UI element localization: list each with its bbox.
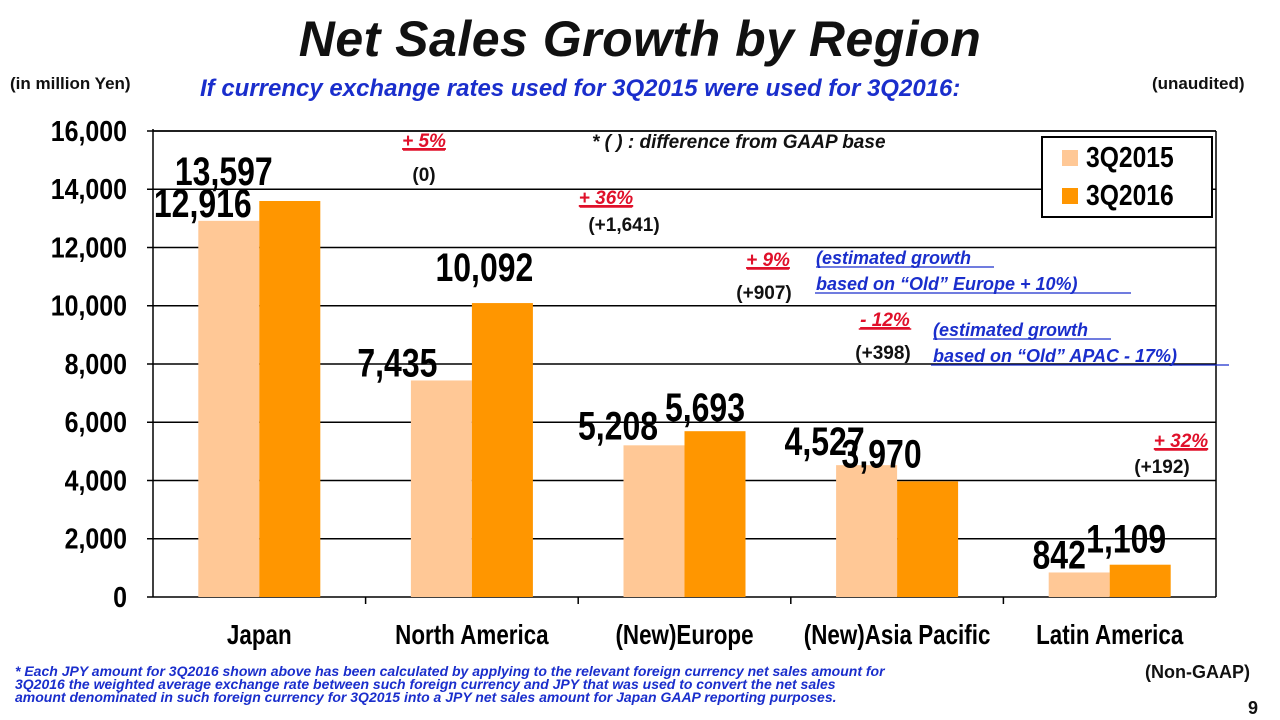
footnote-line-3: amount denominated in such foreign curre… [15,689,837,705]
y-tick-label: 0 [113,581,127,613]
y-tick-label: 16,000 [51,115,127,147]
growth-percent: - 12% [860,310,910,331]
data-label: 13,597 [175,149,273,194]
y-tick-label: 8,000 [65,348,127,380]
subtitle: If currency exchange rates used for 3Q20… [200,75,961,102]
growth-percent: + 36% [579,188,634,209]
non-gaap-note: (Non-GAAP) [1145,662,1250,682]
y-tick-label: 2,000 [65,523,127,555]
unaudited-note: (unaudited) [1152,74,1245,93]
legend-label: 3Q2016 [1086,179,1174,211]
data-label: 3,970 [842,431,922,476]
data-label: 5,693 [665,385,745,430]
growth-percent: + 5% [402,131,446,152]
category-label: (New)Europe [615,620,753,651]
growth-percent: + 32% [1154,431,1209,452]
category-label: (New)Asia Pacific [804,620,991,651]
footnote-line-2: 3Q2016 the weighted average exchange rat… [15,676,836,692]
bar-3Q2015 [836,465,898,597]
bar-3Q2015 [623,445,685,597]
data-label: 4,527 [785,419,865,464]
data-label: 842 [1033,532,1086,577]
category-label: North America [395,620,549,651]
bar-3Q2015 [198,220,260,597]
bar-3Q2016 [897,481,959,597]
data-label: 10,092 [435,245,533,290]
category-label: Latin America [1036,620,1184,651]
bar-3Q2015 [410,380,472,597]
gaap-legend-note: * ( ) : difference from GAAP base [592,132,886,153]
bar-3Q2016 [684,431,746,597]
page-title: Net Sales Growth by Region [298,11,982,67]
legend-label: 3Q2015 [1086,141,1174,173]
bar-3Q2016 [471,303,533,597]
page-number: 9 [1248,698,1259,718]
category-label: Japan [227,620,292,651]
gaap-diff: (0) [412,165,435,186]
y-tick-label: 10,000 [51,290,127,322]
data-label: 1,109 [1086,516,1166,561]
bar-3Q2016 [1109,564,1171,597]
legend-swatch [1062,150,1078,166]
bar-3Q2015 [1048,572,1110,597]
y-tick-label: 6,000 [65,407,127,439]
y-tick-label: 14,000 [51,174,127,206]
gaap-diff: (+398) [855,343,910,364]
data-label: 5,208 [578,403,658,448]
data-label: 7,435 [357,340,437,385]
gaap-diff: (+907) [736,283,791,304]
unit-note: (in million Yen) [10,74,131,93]
estimate-note-line2: based on “Old” Europe + 10%) [816,274,1078,294]
estimate-note-line2: based on “Old” APAC - 17%) [933,346,1177,366]
gaap-diff: (+1,641) [588,215,659,236]
legend-swatch [1062,188,1078,204]
bar-3Q2016 [259,200,321,598]
y-tick-label: 4,000 [65,465,127,497]
gaap-diff: (+192) [1134,457,1189,478]
y-tick-label: 12,000 [51,232,127,264]
growth-percent: + 9% [746,250,790,271]
estimate-note-line1: (estimated growth [816,248,971,268]
footnote-line-1: * Each JPY amount for 3Q2016 shown above… [15,663,885,679]
data-label: 12,916 [154,180,252,225]
estimate-note-line1: (estimated growth [933,320,1088,340]
